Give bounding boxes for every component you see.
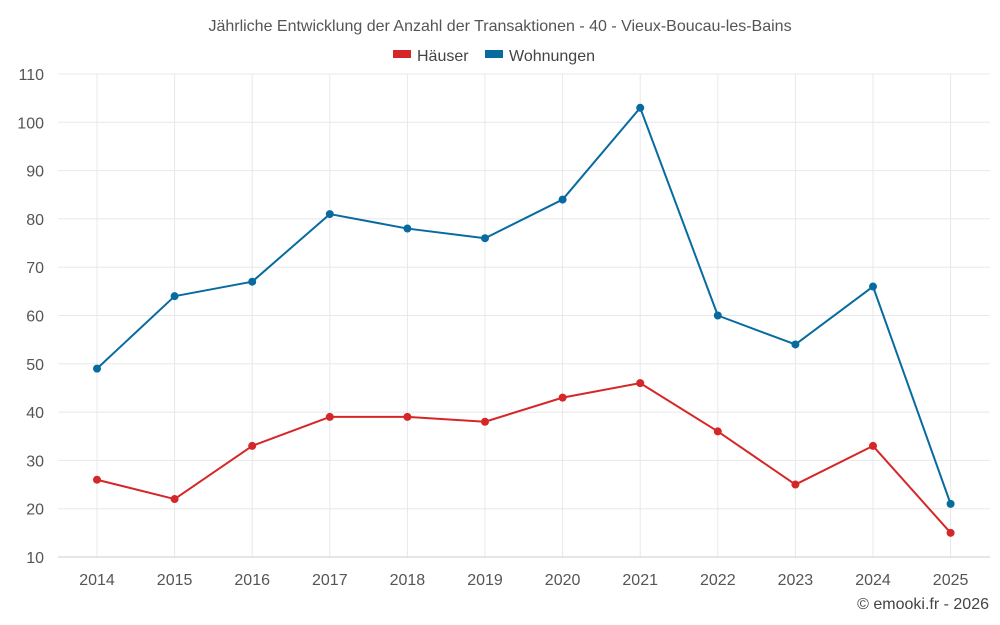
chart-title: Jährliche Entwicklung der Anzahl der Tra… — [208, 18, 791, 35]
credit-text: © emooki.fr - 2026 — [857, 596, 989, 613]
legend-label-hauser: Häuser — [417, 48, 469, 65]
data-point-wohnungen[interactable] — [869, 282, 877, 291]
data-point-hauser[interactable] — [403, 412, 412, 421]
data-point-wohnungen[interactable] — [713, 311, 722, 320]
x-tick-label: 2024 — [855, 572, 891, 589]
y-tick-label: 80 — [26, 212, 44, 229]
data-point-wohnungen[interactable] — [93, 364, 101, 373]
y-tick-label: 50 — [26, 357, 44, 374]
data-point-hauser[interactable] — [248, 441, 257, 450]
data-point-wohnungen[interactable] — [636, 103, 645, 112]
x-tick-label: 2021 — [622, 572, 658, 589]
data-point-hauser[interactable] — [558, 393, 567, 402]
data-point-wohnungen[interactable] — [170, 292, 179, 301]
data-point-hauser[interactable] — [325, 412, 334, 421]
data-point-hauser[interactable] — [170, 495, 179, 504]
y-tick-label: 40 — [26, 405, 44, 422]
data-point-hauser[interactable] — [869, 441, 877, 450]
data-point-wohnungen[interactable] — [946, 499, 955, 508]
x-tick-label: 2020 — [545, 572, 581, 589]
y-tick-label: 70 — [26, 260, 44, 277]
y-tick-label: 20 — [26, 502, 44, 519]
data-point-hauser[interactable] — [713, 427, 722, 436]
data-point-hauser[interactable] — [946, 528, 955, 537]
data-point-wohnungen[interactable] — [403, 224, 412, 233]
series-hauser — [93, 379, 955, 537]
x-tick-label: 2017 — [312, 572, 348, 589]
legend-swatch-hauser — [393, 50, 411, 58]
y-tick-label: 90 — [26, 164, 44, 181]
legend-item-hauser[interactable]: Häuser — [393, 48, 469, 65]
x-tick-label: 2016 — [234, 572, 270, 589]
y-tick-label: 10 — [26, 550, 44, 567]
x-tick-label: 2019 — [467, 572, 503, 589]
legend-item-wohnungen[interactable]: Wohnungen — [485, 48, 595, 65]
data-point-wohnungen[interactable] — [325, 210, 334, 219]
data-point-hauser[interactable] — [93, 475, 101, 484]
legend: Häuser Wohnungen — [393, 48, 595, 65]
x-gridlines — [96, 74, 952, 557]
x-tick-label: 2018 — [390, 572, 426, 589]
y-gridlines — [58, 73, 990, 558]
x-tick-label: 2014 — [79, 572, 115, 589]
y-tick-label: 110 — [18, 67, 44, 84]
data-point-hauser[interactable] — [636, 379, 645, 388]
data-point-hauser[interactable] — [481, 417, 489, 426]
series-wohnungen — [93, 103, 955, 508]
x-axis-ticks: 2014 2015 2016 2017 2018 2019 2020 2021 2022 2023… — [79, 572, 968, 589]
x-tick-label: 2023 — [778, 572, 814, 589]
y-axis-ticks: 10 20 30 40 50 60 70 80 90 100 110 — [17, 67, 44, 567]
data-point-wohnungen[interactable] — [558, 195, 567, 204]
y-tick-label: 100 — [17, 115, 44, 132]
series-layer — [93, 103, 955, 537]
y-tick-label: 60 — [26, 309, 44, 326]
data-point-hauser[interactable] — [791, 480, 800, 489]
x-tick-label: 2022 — [700, 572, 736, 589]
data-point-wohnungen[interactable] — [248, 277, 257, 286]
series-line-hauser — [96, 382, 952, 534]
legend-swatch-wohnungen — [485, 50, 503, 58]
series-line-wohnungen — [96, 106, 952, 505]
data-point-wohnungen[interactable] — [481, 234, 489, 243]
x-tick-label: 2025 — [933, 572, 969, 589]
legend-label-wohnungen: Wohnungen — [509, 48, 595, 65]
x-tick-label: 2015 — [157, 572, 193, 589]
data-point-wohnungen[interactable] — [791, 340, 800, 349]
y-tick-label: 30 — [26, 453, 44, 470]
